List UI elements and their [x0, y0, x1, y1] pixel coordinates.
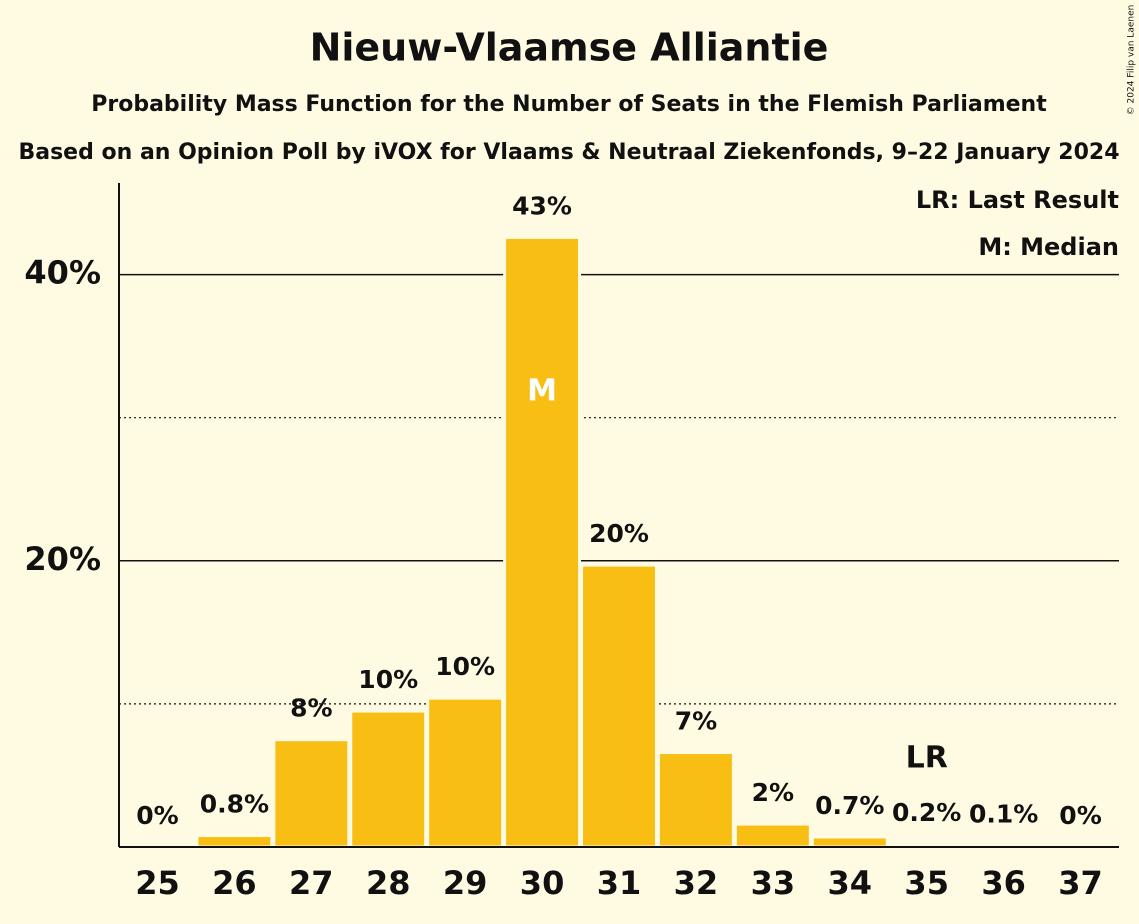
value-label: 7%	[675, 707, 717, 736]
y-tick-label: 20%	[24, 540, 101, 578]
bar	[656, 751, 735, 849]
chart-title: Nieuw-Vlaamse Alliantie	[310, 26, 829, 70]
bar	[195, 834, 274, 849]
bar	[733, 822, 812, 849]
value-label: 10%	[358, 665, 418, 694]
annotation: LR	[906, 741, 948, 776]
x-tick-label: 29	[443, 864, 488, 902]
legend-entry: LR: Last Result	[916, 186, 1119, 214]
value-label: 2%	[752, 778, 794, 807]
bar	[503, 235, 582, 849]
x-tick-label: 37	[1058, 864, 1103, 902]
chart-subtitle: Based on an Opinion Poll by iVOX for Vla…	[18, 140, 1119, 165]
annotation: M	[527, 374, 557, 409]
value-label: 20%	[589, 519, 649, 548]
bar	[810, 835, 889, 849]
value-label: 8%	[290, 694, 332, 723]
x-tick-label: 28	[366, 864, 411, 902]
chart-subtitle: Probability Mass Function for the Number…	[91, 92, 1047, 117]
bar	[426, 696, 505, 849]
value-label: 0%	[1059, 801, 1101, 830]
value-label: 0.7%	[815, 791, 884, 820]
x-tick-label: 32	[674, 864, 719, 902]
x-tick-label: 27	[289, 864, 334, 902]
y-tick-label: 40%	[24, 254, 101, 292]
copyright: © 2024 Filip van Laenen	[1127, 5, 1137, 116]
bar	[349, 709, 428, 849]
x-tick-label: 34	[828, 864, 873, 902]
legend-entry: M: Median	[978, 233, 1119, 261]
x-tick-label: 35	[904, 864, 949, 902]
value-label: 0.8%	[200, 790, 269, 819]
x-tick-label: 36	[981, 864, 1026, 902]
x-tick-label: 25	[135, 864, 180, 902]
x-tick-label: 26	[212, 864, 257, 902]
x-tick-label: 30	[520, 864, 565, 902]
bar	[580, 563, 658, 849]
value-label: 43%	[512, 191, 572, 220]
value-label: 0.2%	[892, 798, 961, 827]
value-label: 10%	[435, 652, 495, 681]
x-tick-label: 33	[751, 864, 796, 902]
value-label: 0%	[136, 801, 178, 830]
bar	[272, 738, 351, 849]
x-tick-label: 31	[597, 864, 642, 902]
value-label: 0.1%	[969, 800, 1038, 829]
